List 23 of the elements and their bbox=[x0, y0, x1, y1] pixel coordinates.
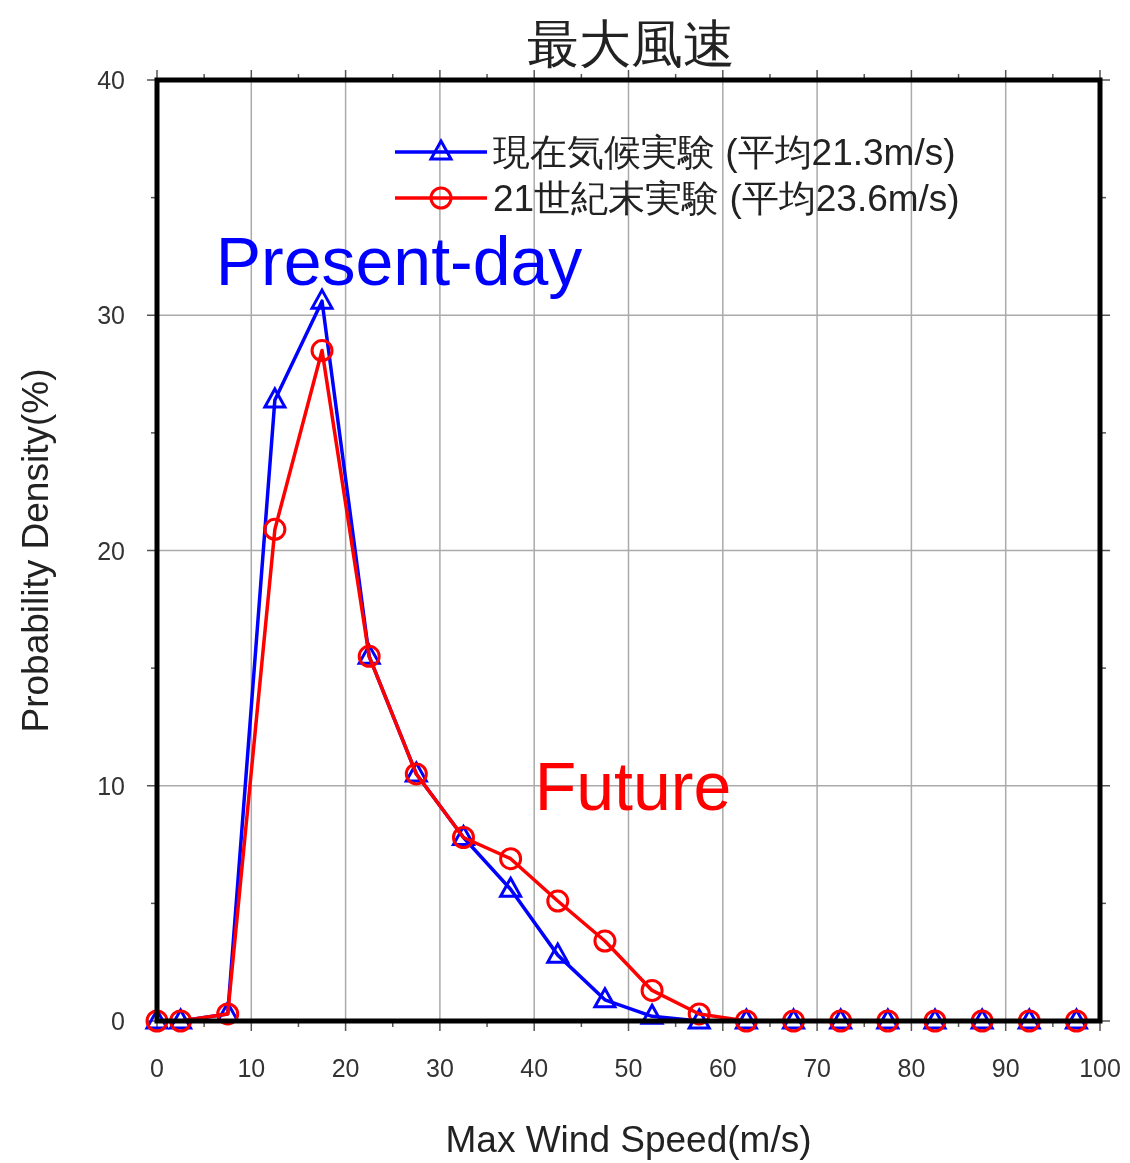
x-tick-label: 10 bbox=[237, 1054, 266, 1082]
x-tick-label: 20 bbox=[331, 1054, 360, 1082]
x-tick-label: 90 bbox=[991, 1054, 1020, 1082]
x-tick-label: 80 bbox=[897, 1054, 926, 1082]
legend-label: 現在気候実験 (平均21.3m/s) bbox=[493, 132, 956, 173]
chart-title: 最大風速 bbox=[526, 15, 735, 73]
x-axis-title: Max Wind Speed(m/s) bbox=[445, 1119, 812, 1160]
x-tick-label: 60 bbox=[708, 1054, 737, 1082]
legend-label: 21世紀末実験 (平均23.6m/s) bbox=[493, 178, 960, 219]
x-tick-label: 50 bbox=[614, 1054, 643, 1082]
annotation: Present-day bbox=[215, 223, 583, 299]
x-tick-label: 100 bbox=[1079, 1054, 1121, 1082]
y-tick-label: 40 bbox=[97, 66, 125, 94]
x-tick-label: 0 bbox=[150, 1054, 164, 1082]
annotation: Future bbox=[534, 748, 732, 824]
y-axis-title: Probability Density(%) bbox=[15, 368, 56, 733]
x-tick-label: 30 bbox=[425, 1054, 454, 1082]
x-tick-label: 70 bbox=[803, 1054, 832, 1082]
x-tick-label: 40 bbox=[520, 1054, 549, 1082]
y-tick-label: 30 bbox=[97, 301, 125, 330]
y-tick-label: 20 bbox=[97, 536, 125, 565]
y-tick-label: 10 bbox=[97, 771, 125, 800]
y-tick-label: 0 bbox=[111, 1007, 125, 1035]
